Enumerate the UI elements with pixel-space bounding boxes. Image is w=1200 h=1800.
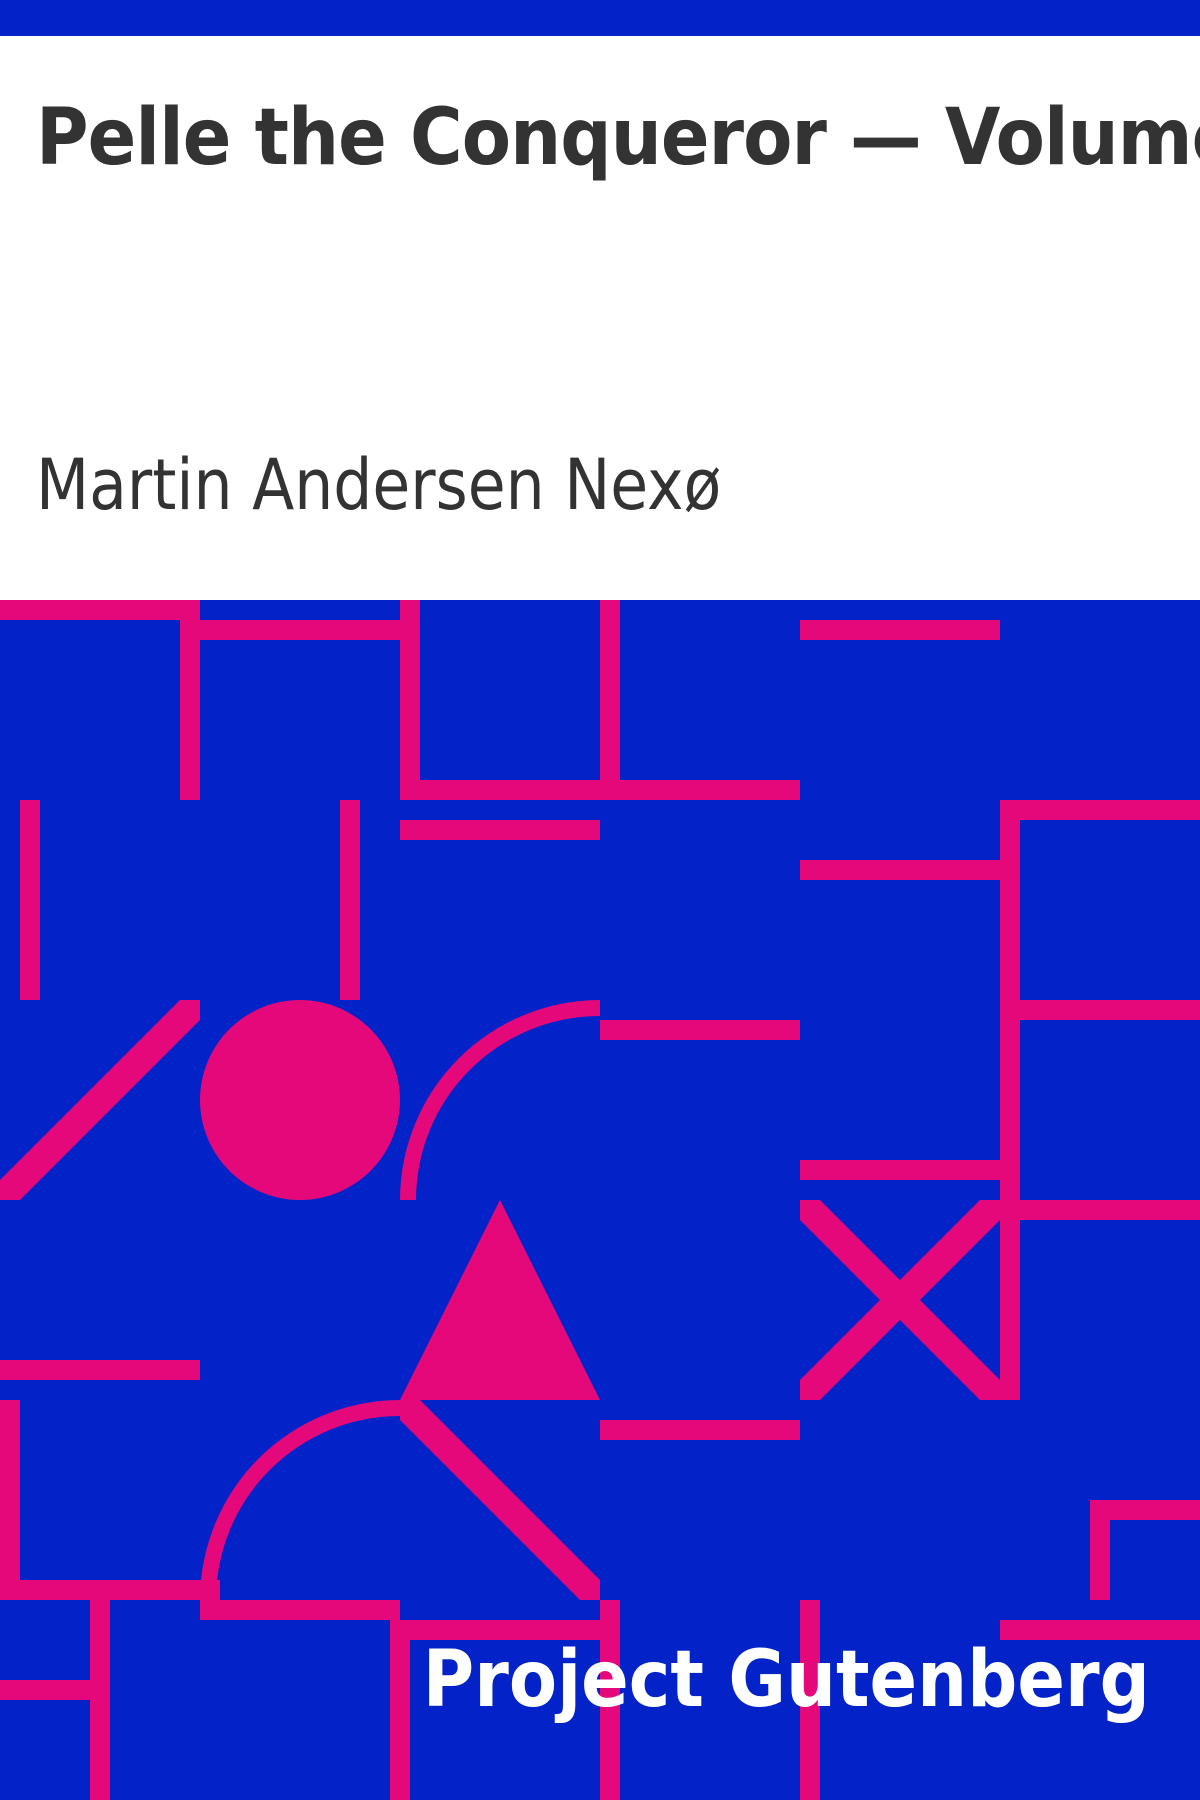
book-title: Pelle the Conqueror — Volume 03	[36, 93, 1200, 183]
publisher-name: Project Gutenberg	[422, 1635, 1150, 1725]
book-author: Martin Andersen Nexø	[36, 444, 722, 526]
pattern-shapes	[0, 600, 1200, 1800]
top-color-strip	[0, 0, 1200, 36]
cover-pattern	[0, 600, 1200, 1800]
